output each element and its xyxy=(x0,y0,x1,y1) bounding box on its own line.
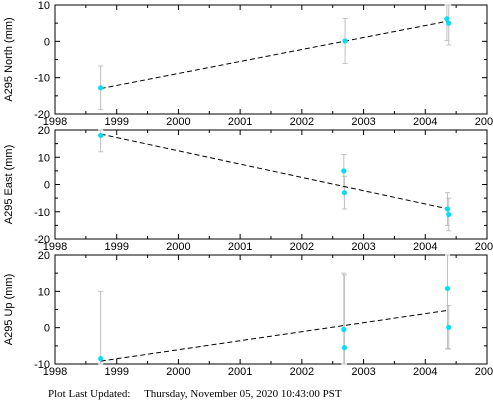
north-x-tick-label: 2000 xyxy=(166,116,190,128)
east-x-tick-label: 2003 xyxy=(351,241,375,253)
up-data-point xyxy=(444,285,451,292)
up-x-tick-label: 2002 xyxy=(290,366,314,378)
east-y-tick-label: 0 xyxy=(44,180,50,192)
east-data-point xyxy=(98,132,104,139)
north-y-tick-label: -10 xyxy=(34,73,50,85)
north-x-tick-label: 2004 xyxy=(413,116,437,128)
north-x-tick-label: 2003 xyxy=(351,116,375,128)
footer-label: Plot Last Updated: xyxy=(48,388,131,400)
up-data-point xyxy=(341,326,347,333)
north-trend-line xyxy=(100,20,449,90)
up-y-axis-label: A295 Up (mm) xyxy=(3,274,15,346)
east-x-tick-label: 2000 xyxy=(166,241,190,253)
east-y-tick-label: 10 xyxy=(38,152,50,164)
east-y-axis-label: A295 East (mm) xyxy=(3,145,15,224)
up-y-tick-label: -10 xyxy=(34,359,50,371)
up-data-point xyxy=(341,345,348,351)
north-y-tick-label: 10 xyxy=(38,0,50,12)
north-x-tick-label: 2002 xyxy=(290,116,314,128)
north-x-tick-label: 2001 xyxy=(228,116,252,128)
north-data-point xyxy=(444,16,450,22)
plot-footer: Plot Last Updated: Thursday, November 05… xyxy=(48,388,342,400)
up-x-tick-label: 2004 xyxy=(413,366,437,378)
east-x-tick-label: 1999 xyxy=(104,241,128,253)
north-x-tick-label: 2005 xyxy=(475,116,493,128)
east-trend-line xyxy=(100,133,449,210)
east-y-tick-label: -20 xyxy=(34,234,50,246)
up-data-point xyxy=(446,324,452,330)
up-data-point xyxy=(98,355,104,362)
east-data-point xyxy=(341,168,347,174)
east-x-tick-label: 2002 xyxy=(290,241,314,253)
north-y-axis-label: A295 North (mm) xyxy=(3,17,15,101)
east-data-point xyxy=(341,190,348,196)
east-data-point xyxy=(444,206,451,212)
east-data-point xyxy=(446,211,452,218)
up-y-tick-label: 10 xyxy=(38,286,50,298)
up-y-tick-label: 0 xyxy=(44,323,50,335)
up-plot-frame xyxy=(54,254,488,365)
footer-timestamp: Thursday, November 05, 2020 10:43:00 PST xyxy=(144,388,342,400)
north-data-point xyxy=(98,85,104,91)
east-x-tick-label: 2005 xyxy=(475,241,493,253)
up-x-tick-label: 2000 xyxy=(166,366,190,378)
east-y-tick-label: 20 xyxy=(38,125,50,137)
east-x-tick-label: 2004 xyxy=(413,241,437,253)
north-y-tick-label: 0 xyxy=(44,36,50,48)
east-x-tick-label: 1998 xyxy=(43,241,67,253)
up-x-tick-label: 2005 xyxy=(475,366,493,378)
north-data-point xyxy=(446,20,452,26)
east-y-tick-label: -10 xyxy=(34,207,50,219)
up-x-tick-label: 2001 xyxy=(228,366,252,378)
up-trend-line xyxy=(100,309,449,362)
east-x-tick-label: 2001 xyxy=(228,241,252,253)
east-plot-frame xyxy=(54,129,488,240)
north-data-point xyxy=(342,38,348,44)
up-x-tick-label: 1999 xyxy=(104,366,128,378)
north-x-tick-label: 1998 xyxy=(43,116,67,128)
up-y-tick-label: 20 xyxy=(38,250,50,262)
north-y-tick-label: -20 xyxy=(34,109,50,121)
up-x-tick-label: 2003 xyxy=(351,366,375,378)
up-x-tick-label: 1998 xyxy=(43,366,67,378)
north-plot-frame xyxy=(54,4,488,115)
north-x-tick-label: 1999 xyxy=(104,116,128,128)
